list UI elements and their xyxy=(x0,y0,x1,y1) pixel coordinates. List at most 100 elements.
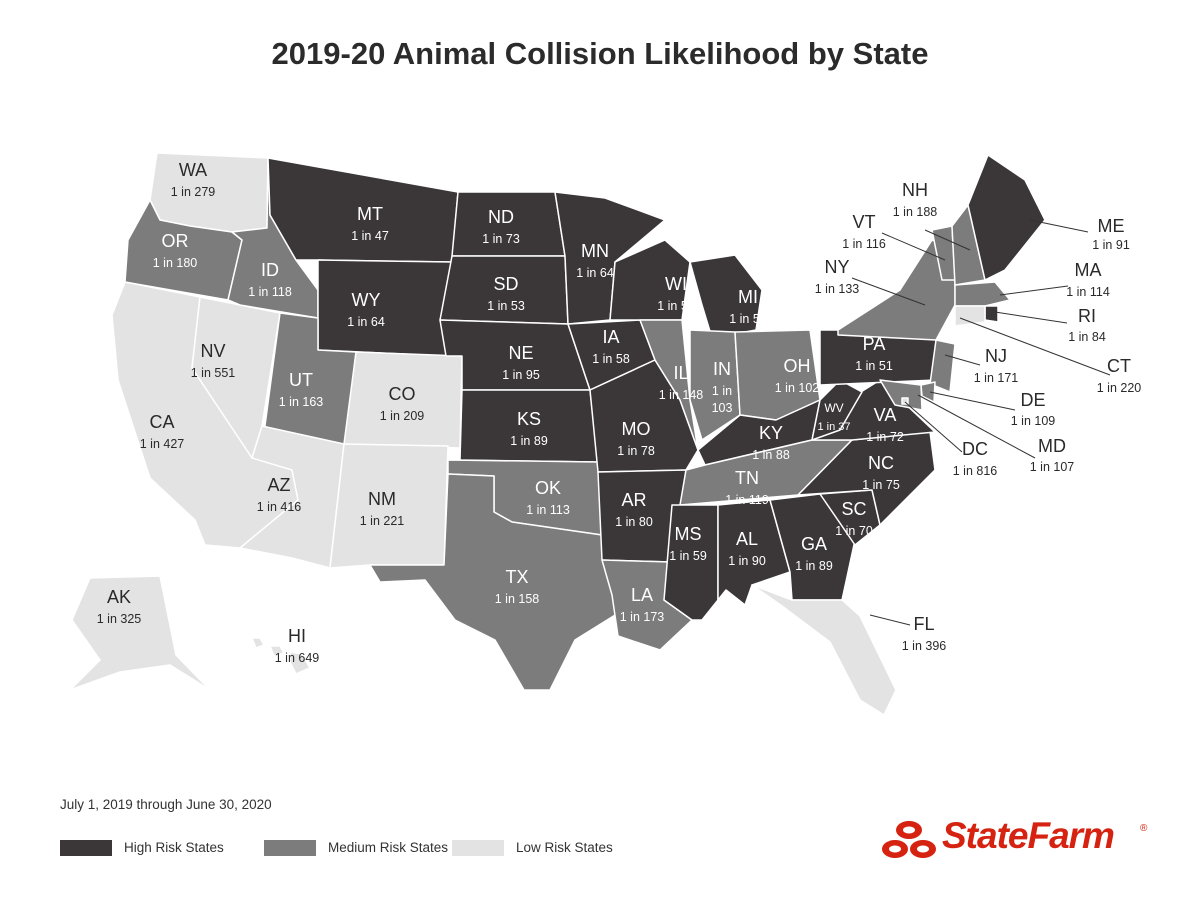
legend-label-high: High Risk States xyxy=(124,840,224,855)
state-abbr-mi: MI xyxy=(738,287,758,307)
state-odds-nv: 1 in 551 xyxy=(191,366,236,380)
state-odds-nh: 1 in 188 xyxy=(893,205,938,219)
state-odds-az: 1 in 416 xyxy=(257,500,302,514)
legend-label-low: Low Risk States xyxy=(516,840,613,855)
state-shape-hi xyxy=(251,637,311,675)
state-abbr-tx: TX xyxy=(505,567,528,587)
state-abbr-oh: OH xyxy=(784,356,811,376)
state-shape-mi xyxy=(689,254,763,339)
state-abbr-ny: NY xyxy=(824,257,849,277)
state-odds-pa: 1 in 51 xyxy=(855,359,893,373)
state-abbr-wa: WA xyxy=(179,160,207,180)
state-abbr-ky: KY xyxy=(759,423,783,443)
state-odds-ky: 1 in 88 xyxy=(752,448,790,462)
state-abbr-il: IL xyxy=(673,363,688,383)
state-odds-ok: 1 in 113 xyxy=(526,503,570,517)
state-abbr-mo: MO xyxy=(622,419,651,439)
state-abbr-va: VA xyxy=(874,405,897,425)
state-shape-ct xyxy=(954,305,986,327)
leader-line-ny xyxy=(851,277,926,306)
state-abbr-wi: WI xyxy=(665,274,687,294)
state-abbr-mn: MN xyxy=(581,241,609,261)
state-abbr-ak: AK xyxy=(107,587,131,607)
state-abbr-in: IN xyxy=(713,359,731,379)
state-abbr-ok: OK xyxy=(535,478,561,498)
state-odds-mt: 1 in 47 xyxy=(351,229,389,243)
state-abbr-ut: UT xyxy=(289,370,313,390)
state-odds-wi: 1 in 57 xyxy=(657,299,695,313)
leader-line-nh xyxy=(924,229,971,251)
state-odds-sc: 1 in 70 xyxy=(835,524,873,538)
state-abbr-hi: HI xyxy=(288,626,306,646)
state-odds-ca: 1 in 427 xyxy=(140,437,185,451)
state-abbr-id: ID xyxy=(261,260,279,280)
state-abbr-ne: NE xyxy=(508,343,533,363)
leader-line-fl xyxy=(869,614,911,626)
legend-swatch-medium xyxy=(264,840,316,856)
state-abbr-nj: NJ xyxy=(985,346,1007,366)
state-odds-il: 1 in 148 xyxy=(659,388,704,402)
state-shape-nj xyxy=(929,339,956,393)
state-abbr-tn: TN xyxy=(735,468,759,488)
state-abbr-ct: CT xyxy=(1107,356,1131,376)
state-odds-tn: 1 in 119 xyxy=(725,493,769,507)
state-abbr-nh: NH xyxy=(902,180,928,200)
state-odds-ri: 1 in 84 xyxy=(1068,330,1106,344)
leader-line-dc xyxy=(904,401,963,453)
state-abbr-ks: KS xyxy=(517,409,541,429)
state-odds-co: 1 in 209 xyxy=(380,409,425,423)
state-odds-ne: 1 in 95 xyxy=(502,368,540,382)
state-abbr-sc: SC xyxy=(841,499,866,519)
state-odds-vt: 1 in 116 xyxy=(842,237,886,251)
state-odds-ar: 1 in 80 xyxy=(615,515,653,529)
legend-label-medium: Medium Risk States xyxy=(328,840,449,855)
leader-line-de xyxy=(929,391,1016,411)
state-abbr-dc: DC xyxy=(962,439,988,459)
state-odds-id: 1 in 118 xyxy=(248,285,292,299)
state-abbr-pa: PA xyxy=(863,334,886,354)
state-farm-logo: StateFarm ® xyxy=(880,815,1150,865)
state-abbr-nd: ND xyxy=(488,207,514,227)
state-abbr-co: CO xyxy=(389,384,416,404)
state-abbr-ga: GA xyxy=(801,534,827,554)
date-range-note: July 1, 2019 through June 30, 2020 xyxy=(60,797,272,812)
state-odds-in: 1 in 103 xyxy=(712,384,733,415)
state-abbr-ms: MS xyxy=(675,524,702,544)
state-odds-fl: 1 in 396 xyxy=(902,639,947,653)
leader-line-ri xyxy=(994,311,1068,324)
state-shape-fl xyxy=(751,584,897,716)
state-shape-tx xyxy=(369,473,621,691)
state-shape-in xyxy=(689,329,741,441)
state-shape-wy xyxy=(317,259,453,357)
state-odds-tx: 1 in 158 xyxy=(495,592,540,606)
three-ovals-icon xyxy=(882,821,936,858)
logo-registered-mark: ® xyxy=(1140,823,1148,834)
state-abbr-ri: RI xyxy=(1078,306,1096,326)
state-shape-me xyxy=(967,154,1046,281)
state-odds-hi: 1 in 649 xyxy=(275,651,320,665)
leader-line-vt xyxy=(881,232,946,261)
leader-line-md xyxy=(917,394,1036,459)
state-abbr-de: DE xyxy=(1020,390,1045,410)
state-odds-or: 1 in 180 xyxy=(153,256,198,270)
state-abbr-md: MD xyxy=(1038,436,1066,456)
state-odds-ia: 1 in 58 xyxy=(592,352,630,366)
state-odds-va: 1 in 72 xyxy=(866,430,904,444)
state-abbr-nc: NC xyxy=(868,453,894,473)
state-abbr-sd: SD xyxy=(493,274,518,294)
state-odds-wv: 1 in 37 xyxy=(817,421,850,433)
legend-swatch-high xyxy=(60,840,112,856)
state-abbr-or: OR xyxy=(162,231,189,251)
state-abbr-ia: IA xyxy=(602,327,619,347)
state-odds-me: 1 in 91 xyxy=(1092,238,1130,252)
state-odds-ny: 1 in 133 xyxy=(815,282,860,296)
state-odds-ks: 1 in 89 xyxy=(510,434,548,448)
state-odds-ut: 1 in 163 xyxy=(279,395,324,409)
leader-line-ct xyxy=(959,317,1111,376)
state-abbr-la: LA xyxy=(631,585,653,605)
state-odds-nm: 1 in 221 xyxy=(360,514,405,528)
state-odds-mo: 1 in 78 xyxy=(617,444,655,458)
state-abbr-nm: NM xyxy=(368,489,396,509)
state-odds-wa: 1 in 279 xyxy=(171,185,216,199)
state-abbr-vt: VT xyxy=(852,212,875,232)
